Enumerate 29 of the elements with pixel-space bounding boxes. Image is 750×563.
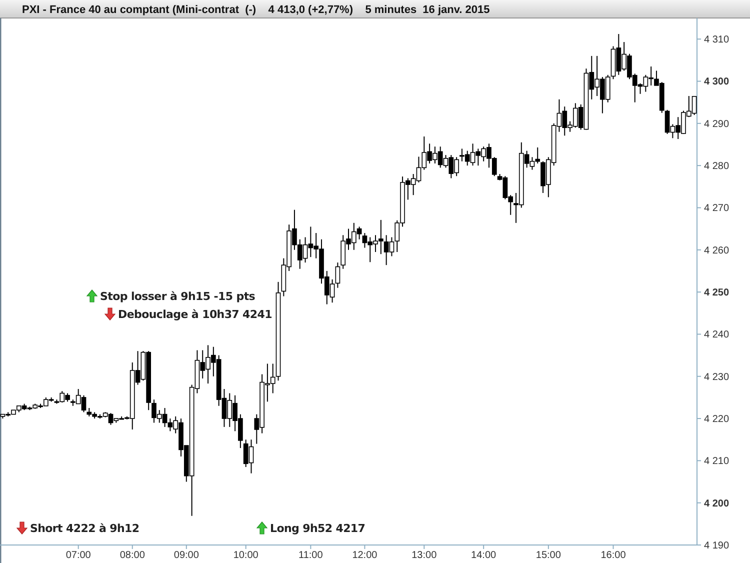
annotation: Short 4222 à 9h12 bbox=[30, 522, 140, 535]
y-tick-label: 4 300 bbox=[704, 76, 730, 88]
x-tick-label: 07:00 bbox=[66, 550, 92, 561]
x-tick-label: 15:00 bbox=[536, 550, 562, 561]
x-tick-label: 13:00 bbox=[412, 550, 438, 561]
x-tick-label: 09:00 bbox=[174, 550, 200, 561]
y-tick-label: 4 210 bbox=[704, 456, 730, 468]
y-tick-label: 4 250 bbox=[704, 288, 730, 299]
y-tick-label: 4 200 bbox=[704, 498, 730, 510]
x-tick-label: 16:00 bbox=[600, 550, 626, 561]
y-tick-label: 4 280 bbox=[704, 161, 730, 172]
annotation: Debouclage à 10h37 4241 bbox=[118, 308, 272, 321]
y-tick-label: 4 230 bbox=[704, 372, 730, 383]
annotation: Stop losser à 9h15 -15 pts bbox=[100, 290, 256, 303]
y-tick-label: 4 220 bbox=[704, 414, 730, 426]
x-tick-label: 14:00 bbox=[471, 550, 497, 561]
y-tick-label: 4 260 bbox=[704, 245, 730, 256]
y-tick-label: 4 290 bbox=[704, 118, 730, 130]
x-tick-label: 11:00 bbox=[298, 550, 324, 561]
y-tick-label: 4 310 bbox=[704, 34, 730, 46]
x-tick-label: 10:00 bbox=[233, 550, 259, 561]
annotation: Long 9h52 4217 bbox=[270, 522, 366, 535]
y-tick-label: 4 240 bbox=[704, 330, 730, 341]
y-tick-label: 4 190 bbox=[704, 540, 730, 552]
chart-title: PXI - France 40 au comptant (Mini-contrat (-) 4 413,0 (+2,77%) 5 minutes 16 janv. 2015 bbox=[22, 4, 490, 16]
y-tick-label: 4 270 bbox=[704, 203, 730, 214]
x-tick-label: 08:00 bbox=[120, 550, 146, 561]
candlestick bbox=[335, 262, 340, 288]
x-tick-label: 12:00 bbox=[352, 550, 378, 561]
